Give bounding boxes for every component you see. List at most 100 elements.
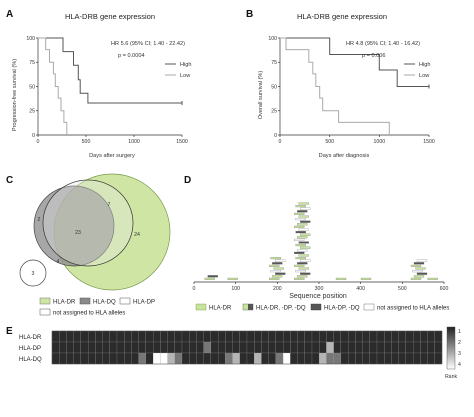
heatmap-cell — [210, 352, 219, 365]
heatmap-cell — [420, 341, 428, 354]
epitope-peptide-bar — [227, 277, 238, 280]
epitope-peptide-bar — [275, 272, 286, 275]
heatmap-cell — [384, 341, 392, 354]
heatmap-cell — [225, 330, 233, 343]
panel-d-xlabel: Sequence position — [289, 293, 347, 300]
heatmap-cell — [391, 352, 399, 365]
heatmap-cell — [398, 341, 406, 354]
heatmap-cell — [434, 330, 443, 343]
heatmap-cell — [304, 352, 313, 365]
heatmap-cell — [319, 330, 327, 343]
epitope-peptide-bar — [298, 202, 309, 205]
heatmap-cell — [88, 352, 96, 365]
heatmap-cell — [51, 330, 60, 343]
km-b-x-tick-label: 1000 — [374, 139, 386, 145]
epitope-peptide-bar — [298, 267, 309, 270]
rank-colorbar — [446, 326, 456, 370]
km-b-y-tick-label: 25 — [271, 109, 277, 115]
map-x-tick-label: 600 — [440, 286, 449, 292]
panel-letter-b: B — [246, 9, 253, 20]
heatmap-cell — [362, 330, 370, 343]
heatmap-cell — [340, 330, 349, 343]
epitope-peptide-bar — [295, 231, 306, 234]
heatmap-cell — [102, 330, 110, 343]
heatmap-cell — [268, 352, 276, 365]
heatmap-row-label-dp: HLA-DP — [19, 346, 41, 352]
panel-letter-e: E — [6, 326, 13, 337]
heatmap-cell — [290, 330, 298, 343]
heatmap-cell — [59, 341, 67, 354]
heatmap-cell — [95, 330, 103, 343]
heatmap-cell — [275, 352, 284, 365]
legend-label-low-a: Low — [180, 73, 191, 79]
km-a-y-tick-label: 100 — [26, 36, 35, 42]
heatmap-cell — [362, 352, 370, 365]
heatmap-cell — [283, 330, 291, 343]
heatmap-cell — [311, 330, 320, 343]
venn-circle-dq — [33, 185, 115, 267]
heatmap-cell — [73, 330, 81, 343]
legend-label-high-b: High — [419, 62, 431, 68]
epitope-peptide-bar — [300, 272, 311, 275]
epitope-peptide-bar — [297, 262, 308, 265]
epitope-peptide-bar — [272, 275, 283, 278]
heatmap-cell — [203, 352, 211, 365]
km-a-x-tick-label: 0 — [37, 139, 40, 145]
heatmap-cell — [326, 352, 334, 365]
epitope-peptide-bar — [295, 218, 306, 221]
map-legend-swatch-dr — [195, 303, 207, 311]
map-x-tick-label: 0 — [193, 286, 196, 292]
heatmap-cell — [116, 352, 125, 365]
epitope-peptide-bar — [412, 270, 423, 273]
heatmap-cell — [427, 330, 435, 343]
heatmap-cell — [138, 352, 146, 365]
heatmap-row-label-dq: HLA-DQ — [19, 357, 42, 363]
gene-label-region — [60, 368, 443, 412]
heatmap-cell — [261, 352, 269, 365]
heatmap-cell — [145, 341, 154, 354]
heatmap-cell — [261, 341, 269, 354]
heatmap-cell — [413, 330, 421, 343]
epitope-peptide-bar — [204, 277, 215, 280]
map-x-tick-label: 100 — [231, 286, 240, 292]
panel-a-xlabel: Days after surgery — [89, 153, 135, 159]
panel-a-title: HLA-DRB gene expression — [65, 12, 155, 21]
heatmap-cell — [131, 352, 139, 365]
heatmap-cell — [434, 341, 443, 354]
heatmap-cell — [131, 330, 139, 343]
heatmap-cell — [109, 341, 118, 354]
heatmap-cell — [246, 341, 255, 354]
heatmap-cell — [254, 352, 262, 365]
epitope-peptide-bar — [415, 267, 426, 270]
map-x-tick-label: 300 — [315, 286, 324, 292]
km-b-x-tick-label: 0 — [279, 139, 282, 145]
epitope-peptide-bar — [270, 257, 281, 260]
rank-tick-4: 4 — [458, 362, 461, 368]
heatmap-cell — [66, 352, 74, 365]
epitope-peptide-bar — [297, 210, 308, 213]
heatmap-cell — [73, 341, 81, 354]
heatmap-cell — [160, 341, 168, 354]
heatmap-cell — [59, 352, 67, 365]
venn-circle-dp — [42, 179, 134, 267]
epitope-peptide-bar — [295, 244, 306, 247]
heatmap-cell — [80, 341, 89, 354]
heatmap-cell — [420, 352, 428, 365]
heatmap-cell — [102, 352, 110, 365]
epitope-peptide-bar — [410, 277, 422, 280]
venn-legend-dr: HLA-DR — [53, 300, 76, 306]
heatmap-cell — [145, 330, 154, 343]
km-a-y-tick-label: 0 — [32, 133, 35, 139]
heatmap-cell — [304, 330, 313, 343]
venn-legend: HLA-DR HLA-DQ HLA-DP not assigned to HLA… — [39, 297, 155, 317]
epitope-peptide-bar — [269, 264, 280, 267]
heatmap-cell — [297, 341, 305, 354]
panel-b-xlabel: Days after diagnosis — [319, 153, 370, 159]
heatmap-cell — [80, 352, 89, 365]
epitope-map: 0 100 200 300 400 500 600 — [193, 202, 449, 292]
heatmap-cell — [189, 352, 197, 365]
map-legend-swatch-dr-dp-dq — [242, 303, 254, 311]
heatmap-row-label-dr: HLA-DR — [19, 335, 42, 341]
heatmap-cell — [116, 341, 125, 354]
